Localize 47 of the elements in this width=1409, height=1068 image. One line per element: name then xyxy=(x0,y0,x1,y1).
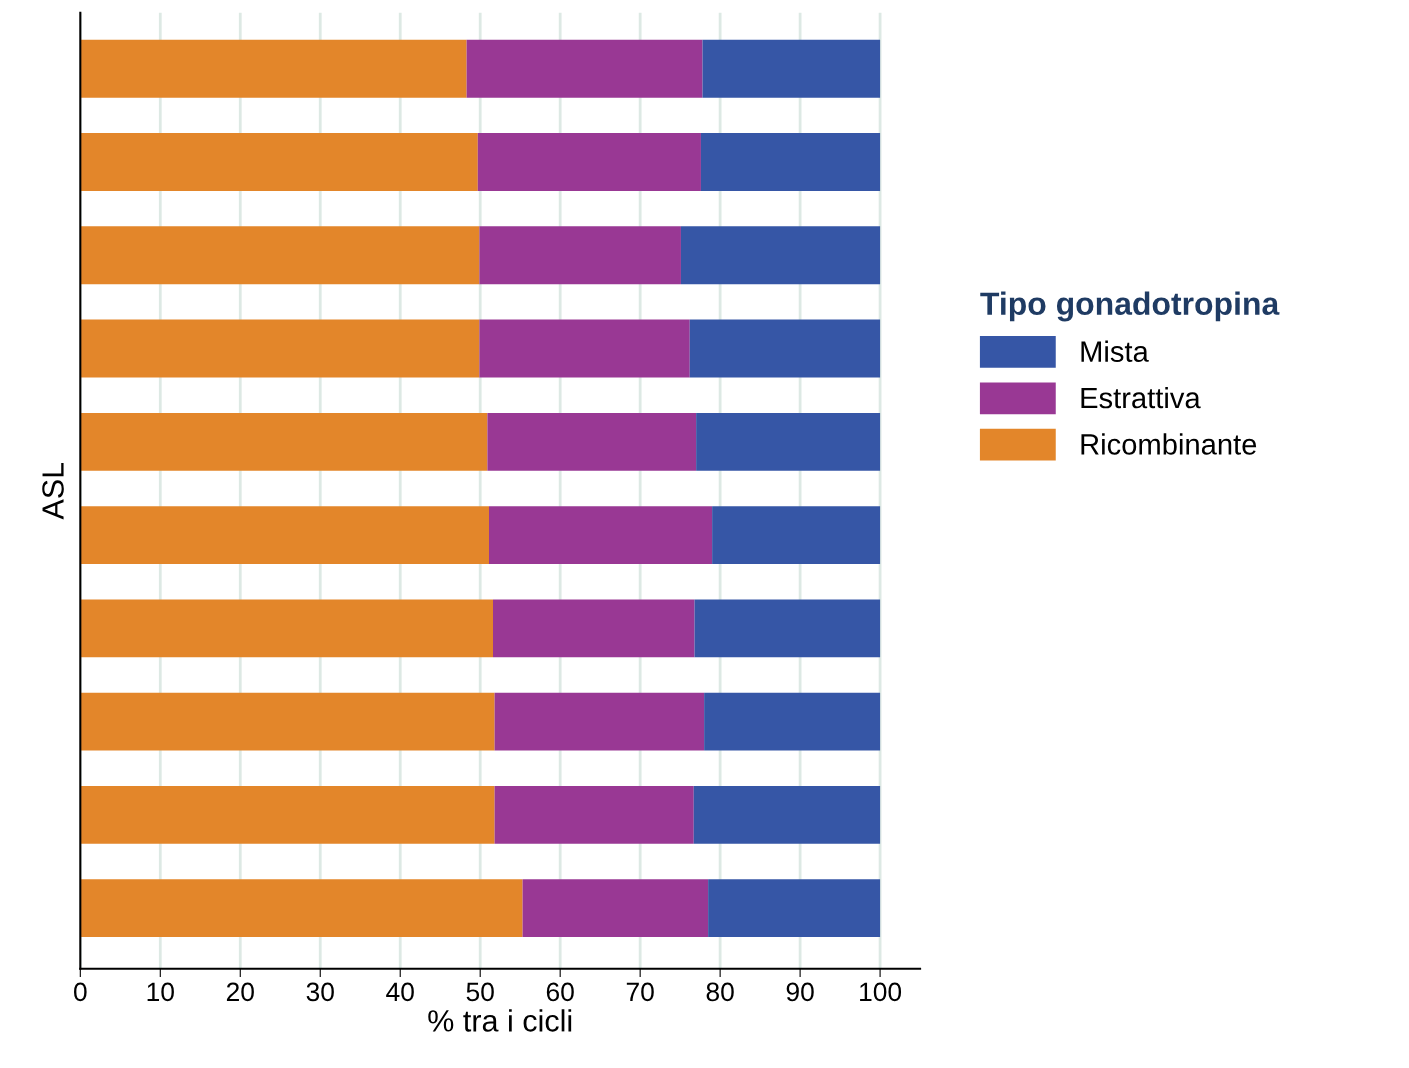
bar xyxy=(704,692,881,751)
bar xyxy=(80,879,523,937)
bar xyxy=(477,133,701,191)
bar xyxy=(700,133,881,191)
bar xyxy=(702,39,881,98)
bar xyxy=(80,39,467,98)
x-tick-label: 40 xyxy=(386,982,414,1002)
bar xyxy=(694,599,881,658)
bar xyxy=(80,319,480,378)
bar xyxy=(479,319,690,378)
bar xyxy=(80,692,495,751)
x-tick-label: 30 xyxy=(306,982,334,1002)
x-tick-label: 100 xyxy=(860,982,902,1002)
x-axis-title: % tra i cicli xyxy=(428,1009,572,1032)
bar xyxy=(693,785,881,844)
legend-title: Tipo gonadotropina xyxy=(980,291,1280,322)
bar xyxy=(466,39,703,98)
x-tick-label: 90 xyxy=(786,982,814,1002)
x-tick-label: 60 xyxy=(546,982,574,1002)
bar xyxy=(494,692,705,751)
bar xyxy=(80,506,489,564)
bar xyxy=(80,599,493,658)
x-tick-label: 10 xyxy=(147,982,174,1002)
bar xyxy=(494,785,694,844)
bar xyxy=(80,133,478,191)
bar xyxy=(522,879,709,937)
bar xyxy=(80,785,495,844)
legend-label: Estrattiva xyxy=(1081,386,1201,409)
y-axis-title: ASL xyxy=(42,462,64,520)
x-tick-label: 70 xyxy=(626,982,654,1002)
bar xyxy=(680,226,881,285)
bar xyxy=(708,879,881,937)
bar xyxy=(489,506,713,564)
bar xyxy=(696,412,881,471)
bar xyxy=(689,319,881,378)
bar xyxy=(493,599,695,658)
legend-label: Ricombinante xyxy=(1081,433,1257,455)
bar xyxy=(80,226,480,285)
bar xyxy=(80,412,488,471)
legend-label: Mista xyxy=(1081,340,1149,362)
bar xyxy=(487,412,697,471)
x-tick-label: 80 xyxy=(706,982,734,1002)
x-tick-label: 0 xyxy=(74,982,87,1002)
bar xyxy=(479,226,681,285)
x-tick-label: 50 xyxy=(466,982,494,1002)
x-tick-label: 20 xyxy=(226,982,254,1002)
bar xyxy=(712,506,881,564)
